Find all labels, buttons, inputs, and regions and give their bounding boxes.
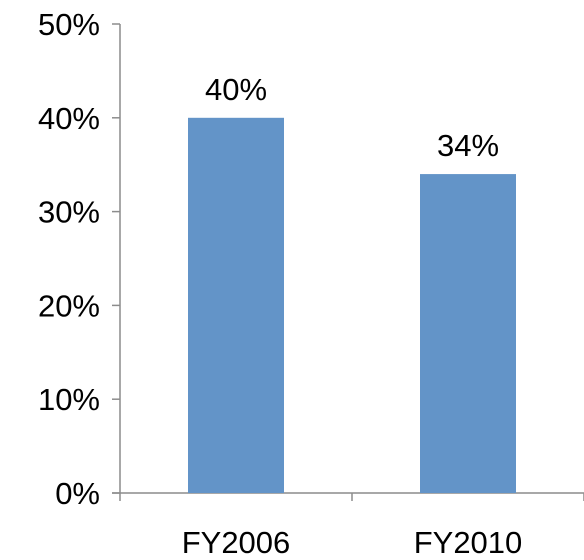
y-tick-label: 30% [38, 195, 100, 230]
bar-fy2006 [188, 117, 284, 494]
x-axis: FY2006 FY2010 [112, 492, 584, 560]
data-label: 40% [205, 72, 267, 107]
y-axis: 0% 10% 20% 30% 40% 50% [38, 7, 121, 511]
y-tick-label: 20% [38, 288, 100, 323]
y-tick-label: 40% [38, 101, 100, 136]
x-category-label: FY2006 [182, 525, 291, 560]
data-label: 34% [437, 128, 499, 163]
bars [188, 117, 516, 494]
bar-fy2010 [420, 174, 516, 493]
data-labels: 40% 34% [205, 72, 499, 163]
y-tick-label: 10% [38, 382, 100, 417]
y-tick-label: 0% [55, 476, 100, 511]
y-tick-label: 50% [38, 7, 100, 42]
x-category-label: FY2010 [414, 525, 523, 560]
